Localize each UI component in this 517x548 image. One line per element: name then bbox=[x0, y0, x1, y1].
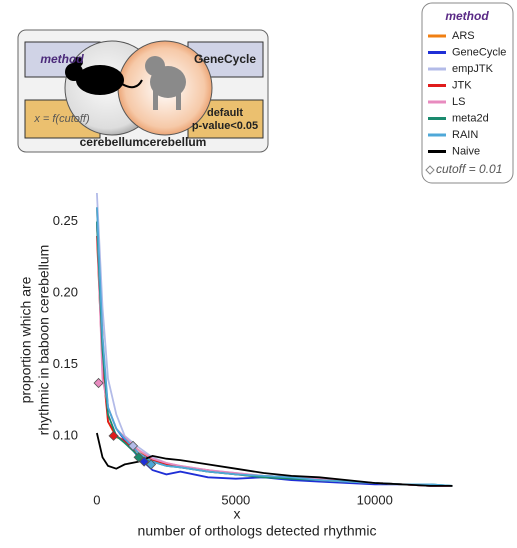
legend-label: JTK bbox=[452, 79, 472, 91]
legend-label: GeneCycle bbox=[452, 46, 506, 58]
legend-label: LS bbox=[452, 96, 465, 108]
y-tick-label: 0.10 bbox=[53, 427, 78, 442]
series-line bbox=[96, 432, 453, 487]
cutoff-marker bbox=[139, 456, 150, 467]
mouse-icon bbox=[65, 57, 143, 95]
baboon-icon bbox=[145, 56, 186, 110]
x-label: x bbox=[234, 506, 241, 522]
y-tick-label: 0.15 bbox=[53, 356, 78, 371]
legend-diamond bbox=[425, 165, 435, 175]
legend-frame bbox=[421, 2, 514, 184]
tissue-label: cerebellumcerebellum bbox=[80, 135, 207, 149]
pvalue-label: p-value<0.05 bbox=[192, 120, 258, 132]
series-line bbox=[96, 221, 453, 487]
cutoff-marker bbox=[133, 452, 144, 463]
y-tick-label: 0.25 bbox=[53, 213, 78, 228]
inset-diagram: method GeneCycle x = f(cutoff) default p… bbox=[17, 29, 269, 153]
legend-label: ARS bbox=[452, 30, 475, 42]
legend-title: method bbox=[445, 9, 489, 23]
legend-label: RAIN bbox=[452, 129, 478, 141]
series-line bbox=[96, 192, 453, 487]
legend-label: empJTK bbox=[452, 63, 494, 75]
series-line bbox=[96, 221, 453, 487]
genecycle-label: GeneCycle bbox=[194, 52, 256, 66]
y-axis-title: proportion which are bbox=[18, 276, 34, 403]
series-line bbox=[96, 221, 453, 487]
series-line bbox=[96, 207, 453, 487]
x-axis-title: number of orthologs detected rhythmic bbox=[138, 523, 377, 539]
series-line bbox=[96, 207, 453, 487]
series-line bbox=[96, 235, 453, 487]
x-tick-label: 5000 bbox=[221, 492, 250, 507]
pvalue-label: default bbox=[207, 107, 243, 119]
cutoff-marker bbox=[93, 377, 104, 389]
cutoff-marker bbox=[146, 459, 157, 470]
y-axis-title: rhythmic in baboon cerebellum bbox=[36, 245, 52, 436]
formula-label: x = f(cutoff) bbox=[33, 113, 90, 125]
x-tick-label: 10000 bbox=[357, 492, 393, 507]
x-tick-label: 0 bbox=[93, 492, 100, 507]
y-tick-label: 0.20 bbox=[53, 284, 78, 299]
legend-note: cutoff = 0.01 bbox=[436, 162, 502, 176]
legend-label: Naive bbox=[452, 145, 480, 157]
cutoff-marker bbox=[127, 440, 139, 451]
legend-label: meta2d bbox=[452, 112, 489, 124]
cutoff-marker bbox=[108, 430, 119, 441]
legend: method cutoff = 0.01 bbox=[421, 2, 514, 184]
method-label: method bbox=[40, 52, 84, 66]
